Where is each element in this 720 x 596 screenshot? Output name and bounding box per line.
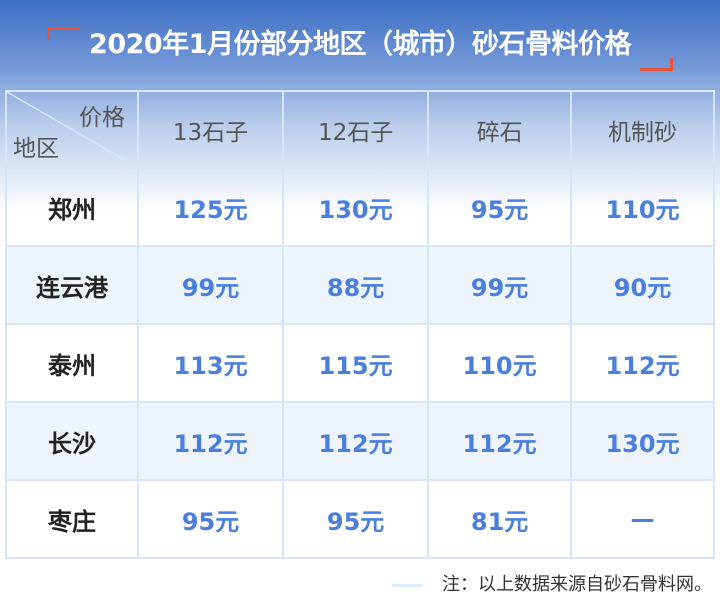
- column-header: 12石子: [282, 90, 430, 169]
- column-header: 机制砂: [570, 90, 715, 169]
- table-row: 连云港 99元 88元 99元 90元: [5, 245, 715, 325]
- price-cell: 95元: [427, 167, 573, 247]
- corner-cell: 价格 地区: [5, 90, 139, 169]
- city-cell: 连云港: [5, 245, 139, 325]
- corner-region-label: 地区: [13, 136, 59, 162]
- city-cell: 长沙: [5, 401, 139, 481]
- price-cell: 88元: [282, 245, 430, 325]
- price-cell: —: [570, 479, 715, 559]
- price-cell: 112元: [136, 401, 285, 481]
- price-cell: 81元: [427, 479, 573, 559]
- price-cell: 110元: [427, 323, 573, 403]
- table-row: 长沙 112元 112元 112元 130元: [5, 401, 715, 481]
- city-cell: 枣庄: [5, 479, 139, 559]
- price-cell: 130元: [282, 167, 430, 247]
- table-header-row: 价格 地区 13石子 12石子 碎石 机制砂: [5, 90, 715, 169]
- diagonal-line: [7, 92, 137, 167]
- price-cell: 99元: [136, 245, 285, 325]
- column-header: 碎石: [427, 90, 573, 169]
- price-cell: 113元: [136, 323, 285, 403]
- price-cell: 95元: [282, 479, 430, 559]
- price-cell: 90元: [570, 245, 715, 325]
- price-cell: 130元: [570, 401, 715, 481]
- price-cell: 125元: [136, 167, 285, 247]
- table-row: 泰州 113元 115元 110元 112元: [5, 323, 715, 403]
- note-dash: [392, 584, 422, 587]
- price-cell: 112元: [427, 401, 573, 481]
- corner-price-label: 价格: [79, 105, 125, 131]
- title-bracket-right: [640, 58, 673, 71]
- price-cell: 95元: [136, 479, 285, 559]
- price-cell: 112元: [570, 323, 715, 403]
- source-note: 注：以上数据来源自砂石骨料网。: [442, 574, 712, 595]
- title-bracket-left: [47, 27, 80, 40]
- table-row: 枣庄 95元 95元 81元 —: [5, 479, 715, 559]
- price-cell: 112元: [282, 401, 430, 481]
- price-cell: 115元: [282, 323, 430, 403]
- city-cell: 泰州: [5, 323, 139, 403]
- table-row: 郑州 125元 130元 95元 110元: [5, 167, 715, 247]
- price-cell: 110元: [570, 167, 715, 247]
- price-cell: 99元: [427, 245, 573, 325]
- page-title: 2020年1月份部分地区（城市）砂石骨料价格: [89, 29, 631, 60]
- price-table: 价格 地区 13石子 12石子 碎石 机制砂 郑州 125元 130元 95元 110元…: [5, 90, 715, 559]
- column-header: 13石子: [136, 90, 285, 169]
- city-cell: 郑州: [5, 167, 139, 247]
